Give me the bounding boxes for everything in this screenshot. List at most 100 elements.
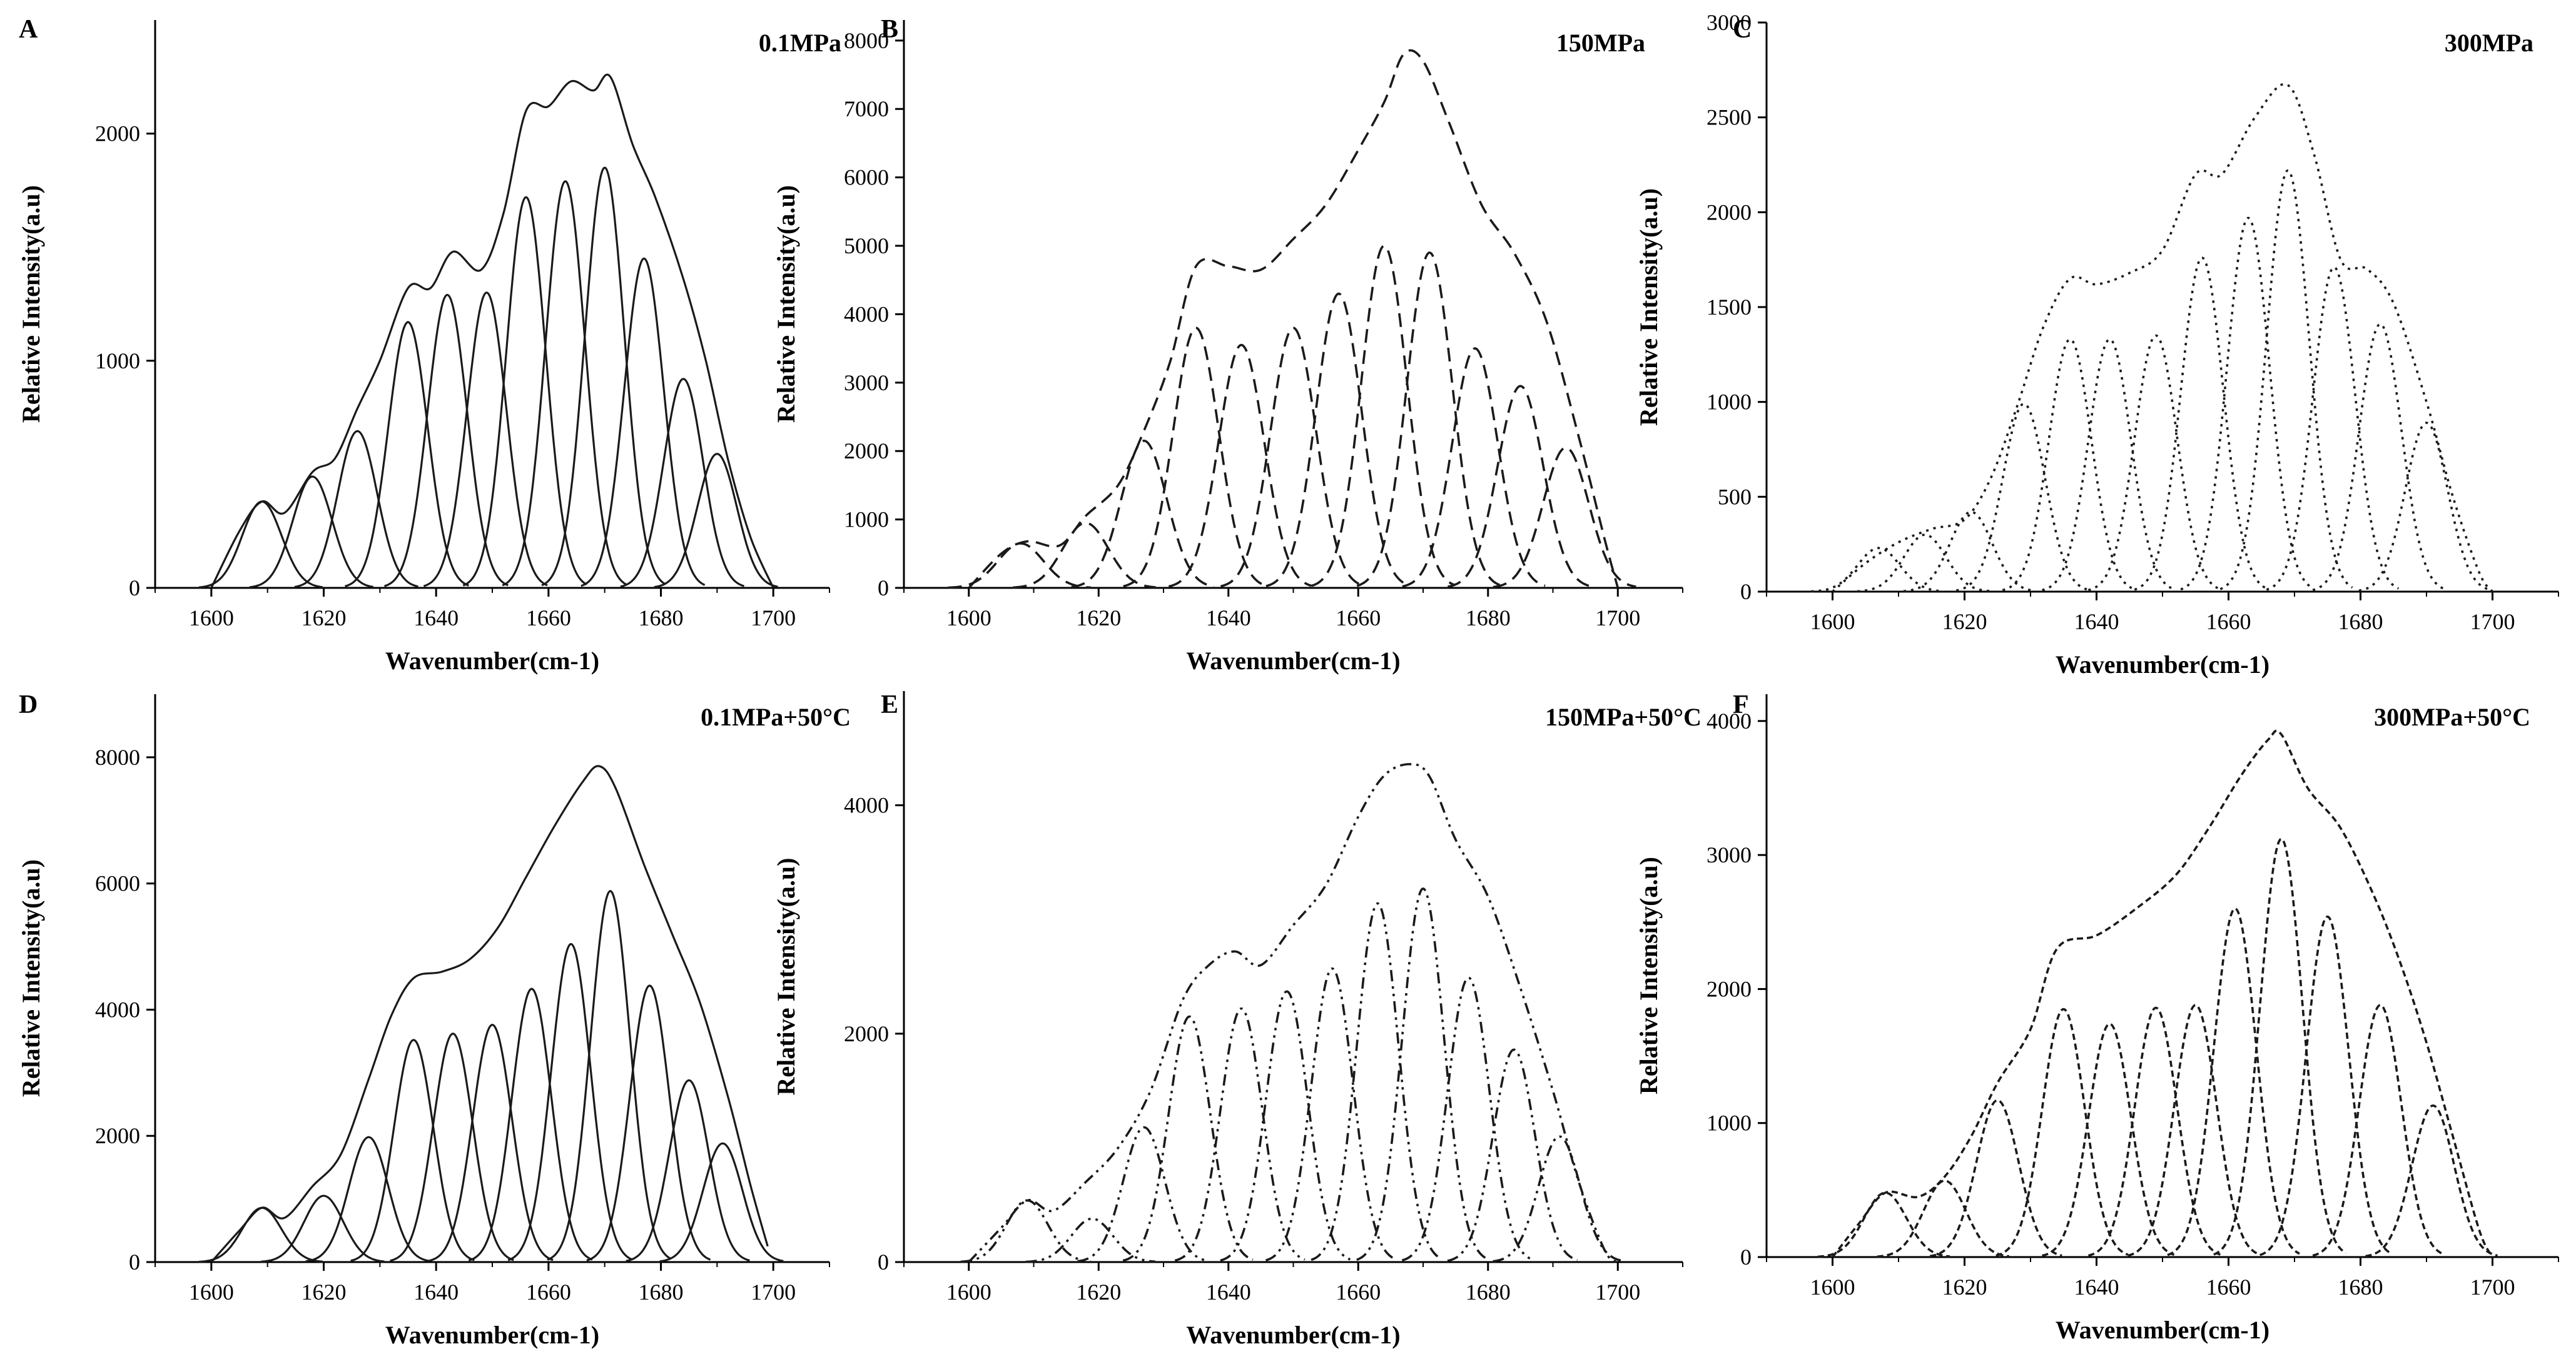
- component-band: [2266, 266, 2400, 591]
- condition-label: 300MPa: [2445, 29, 2533, 57]
- y-tick-label: 1000: [95, 348, 140, 373]
- x-tick-label: 1680: [1466, 1280, 1511, 1305]
- panel-letter: C: [1733, 15, 1752, 44]
- x-tick-label: 1680: [1466, 605, 1511, 630]
- y-tick-label: 1500: [1706, 295, 1752, 320]
- component-band: [383, 293, 509, 587]
- component-band: [1077, 1126, 1208, 1263]
- x-tick-label: 1680: [2338, 609, 2383, 634]
- envelope-curve: [210, 765, 769, 1263]
- y-tick-label: 0: [878, 1250, 889, 1275]
- component-band: [294, 430, 418, 589]
- x-axis-title: Wavenumber(cm-1): [385, 1321, 599, 1349]
- component-band: [2213, 837, 2346, 1256]
- x-tick-label: 1680: [639, 1280, 684, 1305]
- condition-label: 0.1MPa+50°C: [701, 703, 851, 731]
- y-tick-label: 3000: [1706, 10, 1752, 35]
- x-tick-label: 1640: [413, 1280, 459, 1305]
- x-axis-title: Wavenumber(cm-1): [2056, 1316, 2269, 1344]
- y-tick-label: 4000: [844, 301, 889, 326]
- component-band: [1123, 326, 1267, 588]
- y-tick-label: 0: [1740, 1245, 1752, 1270]
- component-band: [423, 291, 548, 587]
- y-tick-label: 0: [129, 575, 140, 600]
- y-tick-label: 2000: [95, 1123, 140, 1148]
- component-band: [462, 196, 587, 587]
- component-band: [390, 1033, 514, 1262]
- component-band: [2312, 1004, 2445, 1257]
- x-tick-label: 1600: [946, 605, 991, 630]
- x-tick-label: 1620: [1942, 1275, 1987, 1300]
- x-tick-label: 1600: [189, 1280, 234, 1305]
- y-axis-title: Relative Intensity(a.u): [17, 859, 45, 1097]
- x-tick-label: 1640: [413, 605, 459, 630]
- component-band: [1811, 547, 1944, 593]
- panel-letter: A: [19, 15, 38, 44]
- component-band: [305, 1136, 430, 1263]
- component-band: [2167, 907, 2300, 1256]
- x-tick-label: 1640: [1206, 1280, 1251, 1305]
- panel-c: 1600 1620 1640 1660 1680 1700 0 500 1000 1500 2000…: [1635, 10, 2559, 679]
- y-tick-label: 0: [1740, 579, 1752, 604]
- envelope-curve: [968, 763, 1619, 1263]
- x-tick-label: 1600: [1810, 609, 1855, 634]
- x-axis-title: Wavenumber(cm-1): [385, 647, 599, 675]
- envelope-curve: [1832, 729, 2494, 1258]
- x-tick-label: 1600: [1810, 1275, 1855, 1300]
- x-tick-label: 1660: [526, 1280, 571, 1305]
- component-band: [1265, 292, 1409, 587]
- x-tick-label: 1700: [2470, 1275, 2515, 1300]
- component-band: [2312, 323, 2445, 592]
- component-band: [2134, 256, 2268, 591]
- component-band: [1220, 990, 1351, 1262]
- x-tick-label: 1620: [1076, 1280, 1121, 1305]
- component-band: [1311, 902, 1442, 1261]
- component-band: [547, 890, 672, 1261]
- y-tick-label: 0: [129, 1250, 140, 1275]
- y-tick-label: 500: [1718, 484, 1752, 509]
- x-tick-label: 1620: [1942, 609, 1987, 634]
- component-band: [1877, 1180, 2009, 1258]
- y-tick-label: 4000: [95, 997, 140, 1022]
- component-band: [2358, 422, 2492, 592]
- y-tick-label: 6000: [844, 165, 889, 190]
- x-tick-label: 1660: [1336, 1280, 1381, 1305]
- x-axis-title: Wavenumber(cm-1): [2056, 650, 2269, 679]
- y-axis-title: Relative Intensity(a.u): [1635, 188, 1663, 426]
- x-tick-label: 1640: [2074, 609, 2119, 634]
- x-axis-title: Wavenumber(cm-1): [1186, 647, 1400, 675]
- component-band: [1929, 1099, 2062, 1258]
- x-axis-title: Wavenumber(cm-1): [1186, 1321, 1400, 1349]
- x-tick-label: 1620: [1076, 605, 1121, 630]
- component-band: [1857, 533, 1990, 593]
- component-band: [541, 166, 666, 587]
- y-tick-label: 2000: [844, 1021, 889, 1046]
- component-band: [581, 257, 706, 587]
- x-tick-label: 1620: [302, 605, 347, 630]
- component-band: [626, 1079, 750, 1262]
- x-tick-label: 1660: [2206, 1275, 2251, 1300]
- y-tick-label: 3000: [844, 370, 889, 395]
- component-band: [1903, 510, 2036, 592]
- component-band: [659, 1142, 784, 1263]
- panel-a: 1600 1620 1640 1660 1680 1700 0 1000 2000 Wavenum…: [17, 15, 841, 675]
- component-band: [350, 1039, 475, 1262]
- component-band: [1448, 385, 1591, 588]
- y-tick-label: 8000: [95, 745, 140, 770]
- component-band: [1493, 446, 1636, 589]
- component-band: [1025, 1217, 1156, 1263]
- y-tick-label: 2000: [1706, 200, 1752, 225]
- panel-letter: B: [881, 15, 898, 44]
- component-band: [960, 1199, 1091, 1263]
- x-tick-label: 1620: [302, 1280, 347, 1305]
- x-tick-label: 1700: [751, 1280, 796, 1305]
- x-tick-label: 1640: [1206, 605, 1251, 630]
- y-axis-title: Relative Intensity(a.u): [1635, 857, 1663, 1094]
- x-tick-label: 1660: [2206, 609, 2251, 634]
- y-tick-label: 2000: [1706, 976, 1752, 1001]
- component-band: [1493, 1135, 1623, 1263]
- y-tick-label: 5000: [844, 233, 889, 258]
- component-band: [1220, 326, 1364, 588]
- condition-label: 300MPa+50°C: [2374, 703, 2530, 731]
